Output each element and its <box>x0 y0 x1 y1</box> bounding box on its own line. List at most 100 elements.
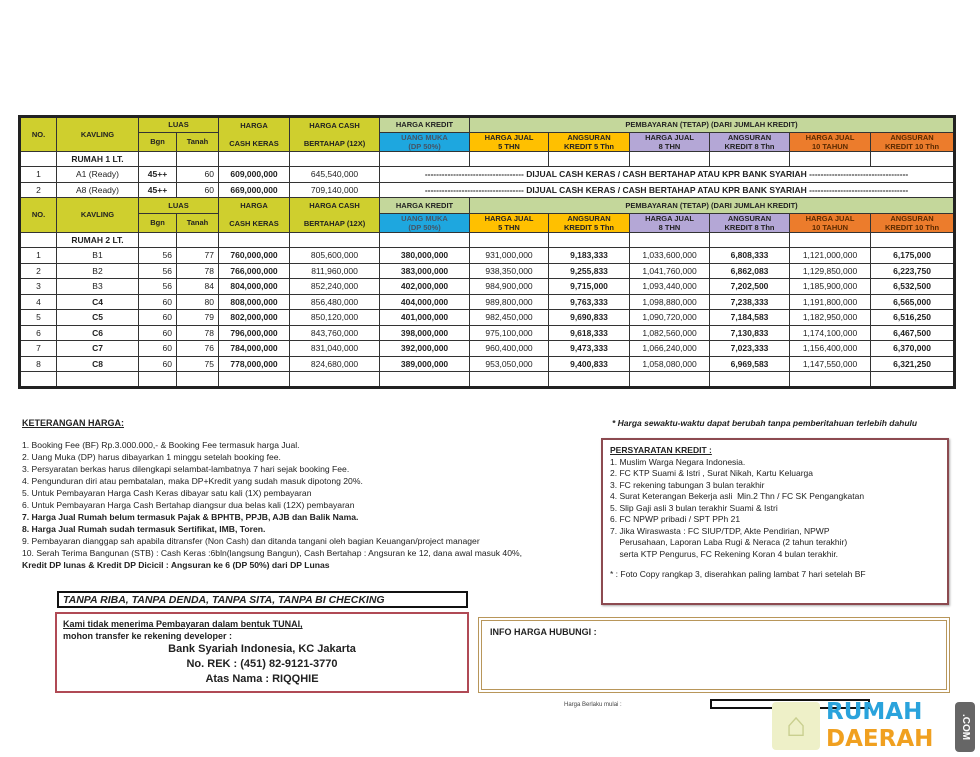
table-cell: 938,350,000 <box>469 262 550 279</box>
table-cell <box>379 231 471 248</box>
header-an5a: ANGSURAN KREDIT 5 Thn <box>548 212 631 233</box>
header-line: BERTAHAP (12X) <box>303 138 366 148</box>
header-tanah: Tanah <box>175 212 220 233</box>
header-line: KREDIT 8 Thn <box>724 141 775 151</box>
table-cell: B2 <box>56 262 139 279</box>
header-line: CASH KERAS <box>229 138 279 148</box>
table-cell: 824,680,000 <box>289 355 381 372</box>
keterangan-item: 8. Harga Jual Rumah sudah termasuk Serti… <box>22 524 266 534</box>
persyaratan-item: 6. FC NPWP pribadi / SPT PPh 21 <box>610 514 741 524</box>
table-cell: 805,600,000 <box>289 247 381 264</box>
table-cell <box>175 371 220 388</box>
table-cell: 6,516,250 <box>870 309 956 326</box>
table-cell: 7 <box>19 340 57 357</box>
table-cell: 8 <box>19 355 57 372</box>
table-cell: 984,900,000 <box>469 278 550 295</box>
table-cell: 778,000,000 <box>218 355 291 372</box>
table-cell: 1,033,600,000 <box>629 247 711 264</box>
table-cell: 383,000,000 <box>379 262 471 279</box>
table-cell <box>379 371 471 388</box>
section-label: RUMAH 2 LT. <box>56 231 139 248</box>
account-number: No. REK : (451) 82-9121-3770 <box>186 658 338 670</box>
bank-name: Bank Syariah Indonesia, KC Jakarta <box>168 643 356 655</box>
table-cell <box>218 371 291 388</box>
table-cell <box>870 371 956 388</box>
table-cell: 811,960,000 <box>289 262 381 279</box>
table-cell <box>629 371 711 388</box>
table-cell <box>629 231 711 248</box>
section-label: RUMAH 1 LT. <box>56 150 139 167</box>
header-line: UANG MUKA <box>401 132 448 142</box>
table-cell <box>19 231 57 248</box>
price-disclaimer: * Harga sewaktu-waktu dapat berubah tanp… <box>612 418 918 428</box>
table-cell: 953,050,000 <box>469 355 550 372</box>
table-cell <box>19 371 57 388</box>
header-cash-keras: HARGA CASH KERAS <box>218 116 291 152</box>
table-cell: 1,121,000,000 <box>789 247 872 264</box>
table-cell <box>289 371 381 388</box>
account-name: Atas Nama : RIQQHIE <box>205 673 319 685</box>
table-cell: 1,182,950,000 <box>789 309 872 326</box>
table-cell: 80 <box>175 293 220 310</box>
table-cell <box>709 231 791 248</box>
table-cell <box>289 150 381 167</box>
header-line: HARGA JUAL <box>645 132 694 142</box>
table-cell: 796,000,000 <box>218 324 291 341</box>
table-cell: 76 <box>175 340 220 357</box>
table-cell: C5 <box>56 309 139 326</box>
header-hj8a: HARGA JUAL 8 THN <box>629 212 711 233</box>
keterangan-item: 6. Untuk Pembayaran Harga Cash Bertahap … <box>22 500 355 510</box>
header-line: 5 THN <box>498 141 520 151</box>
kpr-note: ----------------------------------- DIJU… <box>379 181 956 198</box>
header-uang-muka: UANG MUKA (DP 50%) <box>379 131 471 152</box>
persyaratan-kredit-box: PERSYARATAN KREDIT : 1. Muslim Warga Neg… <box>601 438 949 605</box>
bank-info-box: Kami tidak menerima Pembayaran dalam ben… <box>55 612 469 693</box>
keterangan-item: 2. Uang Muka (DP) harus dibayarkan 1 min… <box>22 452 281 462</box>
header-line: HARGA <box>240 120 268 130</box>
table-cell <box>138 371 177 388</box>
table-cell: 9,763,333 <box>548 293 631 310</box>
keterangan-item: 10. Serah Terima Bangunan (STB) : Cash K… <box>22 548 523 558</box>
header-an8a: ANGSURAN KREDIT 8 Thn <box>709 131 791 152</box>
header-line: HARGA JUAL <box>805 213 855 223</box>
table-cell: 843,760,000 <box>289 324 381 341</box>
table-cell: 6 <box>19 324 57 341</box>
table-cell: C4 <box>56 293 139 310</box>
header-line: KREDIT 10 Thn <box>884 222 940 232</box>
table-cell <box>548 231 631 248</box>
table-cell <box>870 150 956 167</box>
header-line: HARGA <box>240 201 268 211</box>
table-cell <box>548 371 631 388</box>
table-cell: 84 <box>175 278 220 295</box>
persyaratan-item: serta KTP Pengurus, FC Rekening Koran 4 … <box>610 548 839 559</box>
harga-berlaku-label: Harga Berlaku mulai : <box>564 702 622 708</box>
table-cell: 75 <box>175 355 220 372</box>
table-cell <box>218 231 291 248</box>
table-cell: 766,000,000 <box>218 262 291 279</box>
persyaratan-list: 1. Muslim Warga Negara Indonesia. 2. FC K… <box>610 457 940 561</box>
kpr-note-text: DIJUAL CASH KERAS / CASH BERTAHAP ATAU K… <box>526 184 807 195</box>
persyaratan-item: 7. Jika Wiraswasta : FC SIUP/TDP, Akte P… <box>610 525 830 536</box>
header-harga-kredit: HARGA KREDIT <box>379 116 471 133</box>
table-cell: A1 (Ready) <box>56 166 139 183</box>
header-bgn: Bgn <box>138 212 177 233</box>
table-cell: 831,040,000 <box>289 340 381 357</box>
table-cell <box>19 150 57 167</box>
table-cell: 79 <box>175 309 220 326</box>
header-line: 10 TAHUN <box>811 141 849 151</box>
table-cell <box>629 150 711 167</box>
header-line: HARGA CASH <box>309 120 360 130</box>
table-cell: 60 <box>175 181 220 198</box>
no-cash-notice: Kami tidak menerima Pembayaran dalam ben… <box>63 619 303 629</box>
table-row: 5 C5 60 79 802,000,000 850,120,000 401,000,000… <box>19 309 956 326</box>
table-cell: 401,000,000 <box>379 309 471 326</box>
table-cell: 60 <box>138 309 177 326</box>
table-cell <box>138 150 177 167</box>
dashes: ----------------------------------- <box>424 184 524 195</box>
table-cell: 989,800,000 <box>469 293 550 310</box>
table-cell <box>469 231 550 248</box>
header-line: UANG MUKA <box>401 213 448 223</box>
header-line: HARGA JUAL <box>805 132 855 142</box>
header-line: ANGSURAN <box>567 213 611 223</box>
logo-text-daerah: DAERAH <box>826 726 934 752</box>
